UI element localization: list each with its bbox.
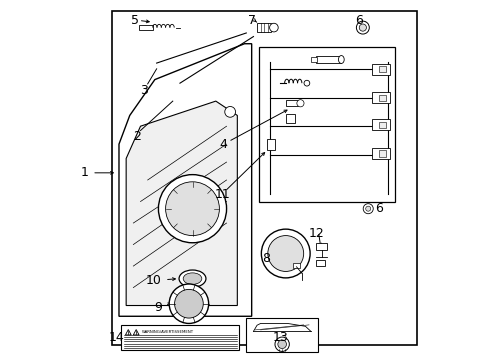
Bar — [267, 139, 275, 150]
Polygon shape — [133, 329, 139, 335]
Bar — [378, 66, 386, 72]
Circle shape — [363, 204, 372, 214]
Bar — [371, 64, 389, 75]
Ellipse shape — [179, 270, 205, 287]
Ellipse shape — [183, 273, 202, 284]
Polygon shape — [126, 101, 237, 306]
Circle shape — [267, 235, 303, 271]
Bar — [292, 263, 300, 268]
Circle shape — [158, 175, 226, 243]
Bar — [285, 100, 298, 107]
Bar — [112, 12, 416, 345]
Bar — [310, 57, 317, 62]
Text: 11: 11 — [215, 188, 230, 201]
Bar — [371, 93, 389, 103]
Circle shape — [269, 23, 278, 32]
Circle shape — [296, 100, 304, 107]
Text: 2: 2 — [133, 130, 141, 144]
Bar — [285, 114, 294, 123]
Text: 12: 12 — [308, 227, 324, 240]
Bar — [258, 47, 394, 202]
Bar — [316, 55, 341, 63]
Bar — [139, 25, 153, 31]
Text: WARNING/AVERTISSEMENT: WARNING/AVERTISSEMENT — [142, 330, 194, 334]
Circle shape — [224, 107, 235, 117]
Text: 6: 6 — [355, 14, 363, 27]
Text: 14: 14 — [108, 331, 124, 344]
Circle shape — [365, 206, 370, 211]
Circle shape — [274, 337, 289, 351]
Text: 5: 5 — [131, 14, 139, 27]
Circle shape — [356, 21, 368, 34]
Text: 6: 6 — [374, 202, 382, 215]
Bar — [257, 23, 270, 32]
Text: 8: 8 — [262, 252, 269, 265]
Text: 10: 10 — [146, 274, 162, 287]
Circle shape — [304, 80, 309, 86]
Bar — [121, 325, 239, 350]
Circle shape — [165, 182, 219, 235]
Circle shape — [359, 24, 366, 31]
Bar — [378, 95, 386, 101]
Text: 13: 13 — [272, 331, 287, 344]
Circle shape — [261, 229, 309, 278]
Text: 7: 7 — [247, 14, 255, 27]
Circle shape — [277, 340, 286, 348]
Text: 4: 4 — [219, 138, 226, 150]
Bar — [371, 148, 389, 159]
Bar — [316, 260, 325, 266]
Bar — [378, 150, 386, 157]
Bar — [378, 122, 386, 128]
Ellipse shape — [338, 55, 344, 63]
Polygon shape — [119, 44, 251, 316]
Circle shape — [169, 284, 208, 323]
Bar — [246, 318, 317, 352]
Bar — [371, 120, 389, 130]
Circle shape — [174, 289, 203, 318]
Text: 9: 9 — [154, 301, 162, 314]
Text: 1: 1 — [81, 166, 88, 179]
Text: 3: 3 — [140, 84, 148, 97]
Polygon shape — [125, 329, 131, 335]
Bar — [316, 243, 326, 250]
Polygon shape — [253, 323, 310, 331]
